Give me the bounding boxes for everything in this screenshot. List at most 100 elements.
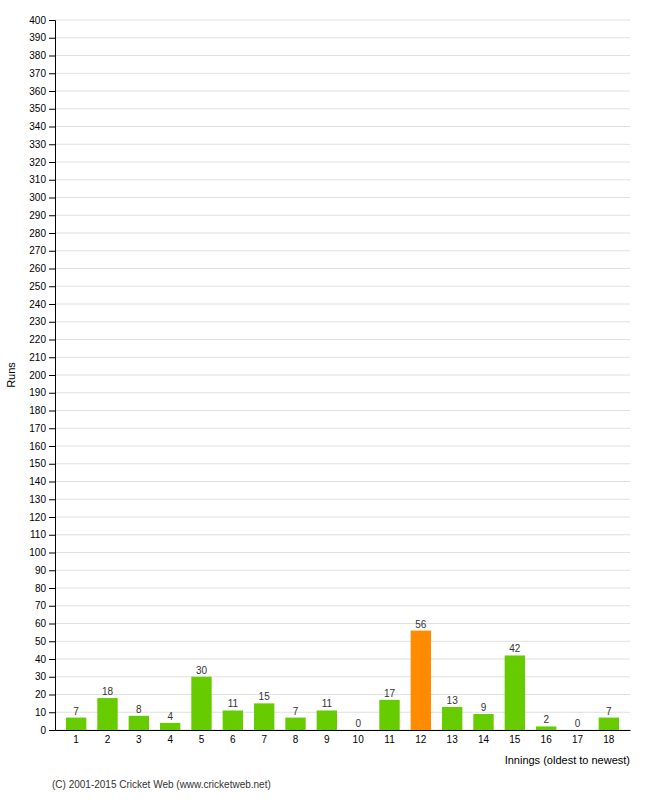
grid-line [55,197,630,198]
footer: (C) 2001-2015 Cricket Web (www.cricketwe… [52,779,271,790]
x-tick: 11 [384,730,395,745]
grid-line [55,499,630,500]
bar [505,655,525,730]
y-tick-label: 220 [29,334,46,345]
data-label: 17 [384,688,396,699]
bar [473,714,493,730]
grid-line [55,304,630,305]
grid-line [55,91,630,92]
x-tick: 14 [478,730,490,745]
y-tick-label: 200 [29,370,46,381]
x-tick: 7 [261,730,267,745]
y-tick-label: 370 [29,68,46,79]
y-tick-mark [49,499,55,500]
y-tick-mark [49,588,55,589]
data-label: 7 [293,706,299,717]
y-tick-label: 330 [29,139,46,150]
grid-line [55,233,630,234]
bar [285,718,305,730]
data-label: 18 [102,686,114,697]
grid-line [55,659,630,660]
data-label: 8 [136,704,142,715]
bar [129,716,149,730]
y-tick: 60 [35,618,55,629]
x-tick-label: 13 [447,734,459,745]
y-tick: 350 [29,103,55,114]
y-tick-mark [49,322,55,323]
y-tick-mark [49,677,55,678]
grid-line [55,268,630,269]
grid-line [55,446,630,447]
grid-line [55,588,630,589]
grid-line [55,215,630,216]
bar [536,726,556,730]
y-tick-mark [49,127,55,128]
axis-line [49,21,56,731]
x-tick-label: 15 [509,734,521,745]
x-tick-label: 8 [293,734,299,745]
bar [379,700,399,730]
y-tick-mark [49,393,55,394]
y-tick: 250 [29,281,55,292]
y-tick: 290 [29,210,55,221]
y-tick: 20 [35,689,55,700]
y-tick: 240 [29,299,55,310]
grid-line [55,676,630,677]
x-tick-label: 9 [324,734,330,745]
y-tick-mark [49,144,55,145]
grid-line [55,357,630,358]
y-tick-mark [49,695,55,696]
y-tick: 180 [29,405,55,416]
y-tick-mark [49,180,55,181]
y-tick: 200 [29,370,55,381]
axis-line [56,730,631,731]
bar [191,677,211,730]
data-label: 56 [415,619,427,630]
y-tick: 400 [29,15,55,26]
y-tick-label: 80 [35,583,47,594]
bar [599,718,619,730]
x-axis-title: Innings (oldest to newest) [505,754,630,766]
y-tick-label: 10 [35,707,47,718]
y-tick-mark [49,712,55,713]
bar [97,698,117,730]
y-tick: 190 [29,387,55,398]
bar [567,730,587,731]
y-tick: 130 [29,494,55,505]
x-tick-label: 1 [73,734,79,745]
y-tick-label: 20 [35,689,47,700]
y-tick-label: 90 [35,565,47,576]
grid-line [55,410,630,411]
y-tick-mark [49,198,55,199]
y-tick-label: 400 [29,15,46,26]
y-tick-label: 110 [30,529,46,540]
y-tick: 10 [35,707,55,718]
grid-line [55,179,630,180]
y-tick-mark [49,357,55,358]
x-axis: 123456789101112131415161718 [56,730,631,745]
data-label: 11 [228,698,239,709]
y-tick: 70 [35,600,55,611]
data-label: 13 [447,695,459,706]
grid-line [55,641,630,642]
bar [66,718,86,730]
y-tick-mark [49,641,55,642]
grid-line [55,286,630,287]
data-label: 15 [259,691,271,702]
y-tick-mark [49,20,55,21]
y-tick-mark [49,606,55,607]
y-tick-label: 30 [35,671,47,682]
grid [55,20,630,730]
grid-line [55,392,630,393]
y-tick-label: 50 [35,636,47,647]
y-tick-label: 340 [29,121,46,132]
bars [66,631,619,730]
y-tick: 360 [29,86,55,97]
plot: 0102030405060708090100110120130140150160… [5,15,631,766]
y-tick: 50 [35,636,55,647]
bar [317,710,337,730]
y-tick-label: 150 [29,458,46,469]
data-label: 30 [196,665,208,676]
grid-line [55,694,630,695]
y-tick-label: 290 [29,210,46,221]
